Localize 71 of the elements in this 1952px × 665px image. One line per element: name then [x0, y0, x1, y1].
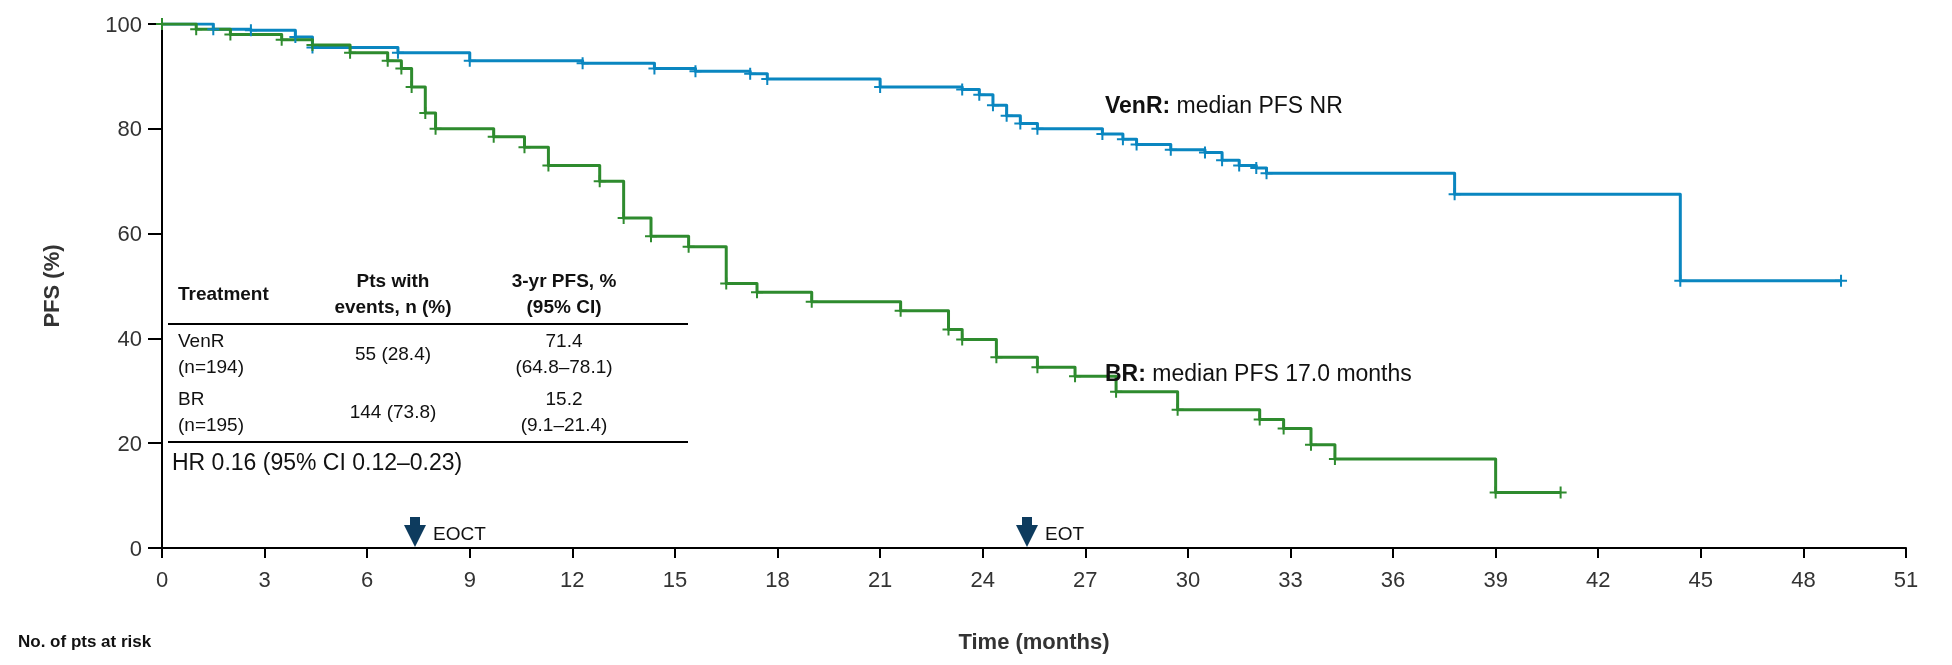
point	[1110, 385, 1123, 398]
point	[973, 88, 986, 101]
point	[487, 130, 500, 143]
x-tick-label: 6	[361, 566, 374, 592]
point	[576, 57, 589, 70]
y-tick-label: 60	[117, 221, 142, 247]
x-tick-label: 48	[1791, 566, 1816, 592]
annotation: VenR: median PFS NR	[1105, 92, 1343, 119]
point	[190, 23, 203, 36]
x-tick-label: 30	[1175, 566, 1201, 592]
annotation: HR 0.16 (95% CI 0.12–0.23)	[172, 449, 464, 476]
point	[391, 46, 404, 59]
x-tick-label: 39	[1483, 566, 1508, 592]
text: 3-yr PFS, % (95% CI)	[511, 270, 617, 317]
x-tick-label: 36	[1380, 566, 1406, 592]
annotation: 15.2 (9.1–21.4)	[520, 388, 608, 435]
x-tick-label: 15	[662, 566, 688, 592]
x-tick-label: 18	[765, 566, 790, 592]
point	[1031, 122, 1044, 135]
x-tick-label: 33	[1278, 566, 1303, 592]
point	[429, 122, 442, 135]
annotation: Treatment	[178, 283, 269, 304]
annotation: 71.4 (64.8–78.1)	[515, 330, 613, 377]
point	[463, 54, 476, 67]
point	[275, 33, 288, 46]
point	[1164, 143, 1177, 156]
y-tick-label: 100	[105, 11, 142, 37]
annotation: EOT	[1045, 523, 1085, 545]
point	[1216, 154, 1229, 167]
annotation: BR: median PFS 17.0 months	[1105, 360, 1412, 387]
annotation: EOCT	[433, 523, 486, 545]
annotation: Pts with events, n (%)	[334, 270, 452, 317]
x-tick-label: 42	[1585, 566, 1611, 592]
point	[744, 67, 757, 80]
point	[1171, 403, 1184, 416]
annotation: 55 (28.4)	[354, 343, 432, 364]
y-tick-label: 40	[117, 325, 142, 351]
point	[990, 351, 1003, 364]
x-tick-label: 27	[1073, 566, 1098, 592]
point	[805, 295, 818, 308]
point	[689, 65, 702, 78]
point	[207, 23, 220, 36]
point	[344, 46, 357, 59]
x-tick-label: 24	[970, 566, 995, 592]
y-axis-title: PFS (%)	[38, 244, 64, 328]
point	[381, 54, 394, 67]
x-tick-label: 9	[463, 566, 476, 592]
y-tick-label: 20	[117, 430, 142, 456]
point	[244, 24, 257, 37]
point	[1674, 274, 1687, 287]
point	[593, 175, 606, 188]
x-tick-label: 45	[1688, 566, 1714, 592]
x-tick-label: 21	[867, 566, 893, 592]
annotation: BR (n=195)	[178, 388, 245, 435]
x-tick-label: 3	[258, 566, 271, 592]
y-tick-label: 0	[129, 535, 142, 561]
annotation: VenR (n=194)	[178, 330, 245, 377]
text: No. of pts at risk	[18, 632, 152, 652]
x-tick-label: 0	[155, 566, 169, 592]
x-tick-label: 12	[560, 566, 585, 592]
annotation: 144 (73.8)	[349, 401, 437, 422]
point	[894, 304, 907, 317]
point	[1448, 188, 1461, 201]
point	[1000, 109, 1013, 122]
x-tick-label: 51	[1893, 566, 1919, 592]
point	[1835, 274, 1848, 287]
y-tick-label: 80	[117, 116, 142, 142]
point	[682, 240, 695, 253]
x-axis-title: Time (months)	[958, 628, 1110, 654]
point	[1260, 167, 1273, 180]
point	[1031, 361, 1044, 374]
